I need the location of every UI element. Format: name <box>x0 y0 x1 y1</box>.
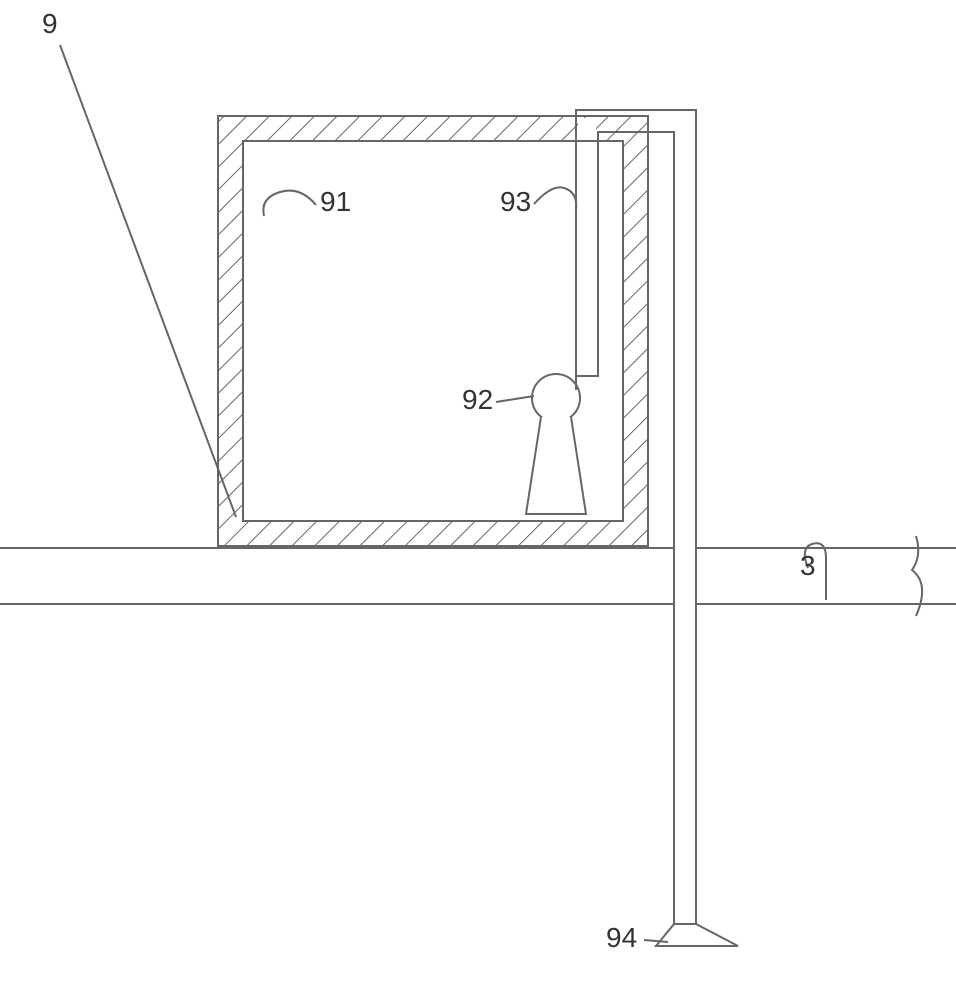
leader-91 <box>263 191 316 216</box>
label-93: 93 <box>500 186 531 218</box>
label-94: 94 <box>606 922 637 954</box>
engineering-diagram <box>0 0 956 1000</box>
leader-92 <box>496 396 534 402</box>
label-91: 91 <box>320 186 351 218</box>
pump <box>526 374 586 514</box>
label-3: 3 <box>800 550 816 582</box>
tank-wall <box>218 116 648 546</box>
label-9: 9 <box>42 8 58 40</box>
nozzle <box>656 924 738 946</box>
leader-93 <box>534 187 576 210</box>
leader-9 <box>60 45 236 517</box>
label-92: 92 <box>462 384 493 416</box>
